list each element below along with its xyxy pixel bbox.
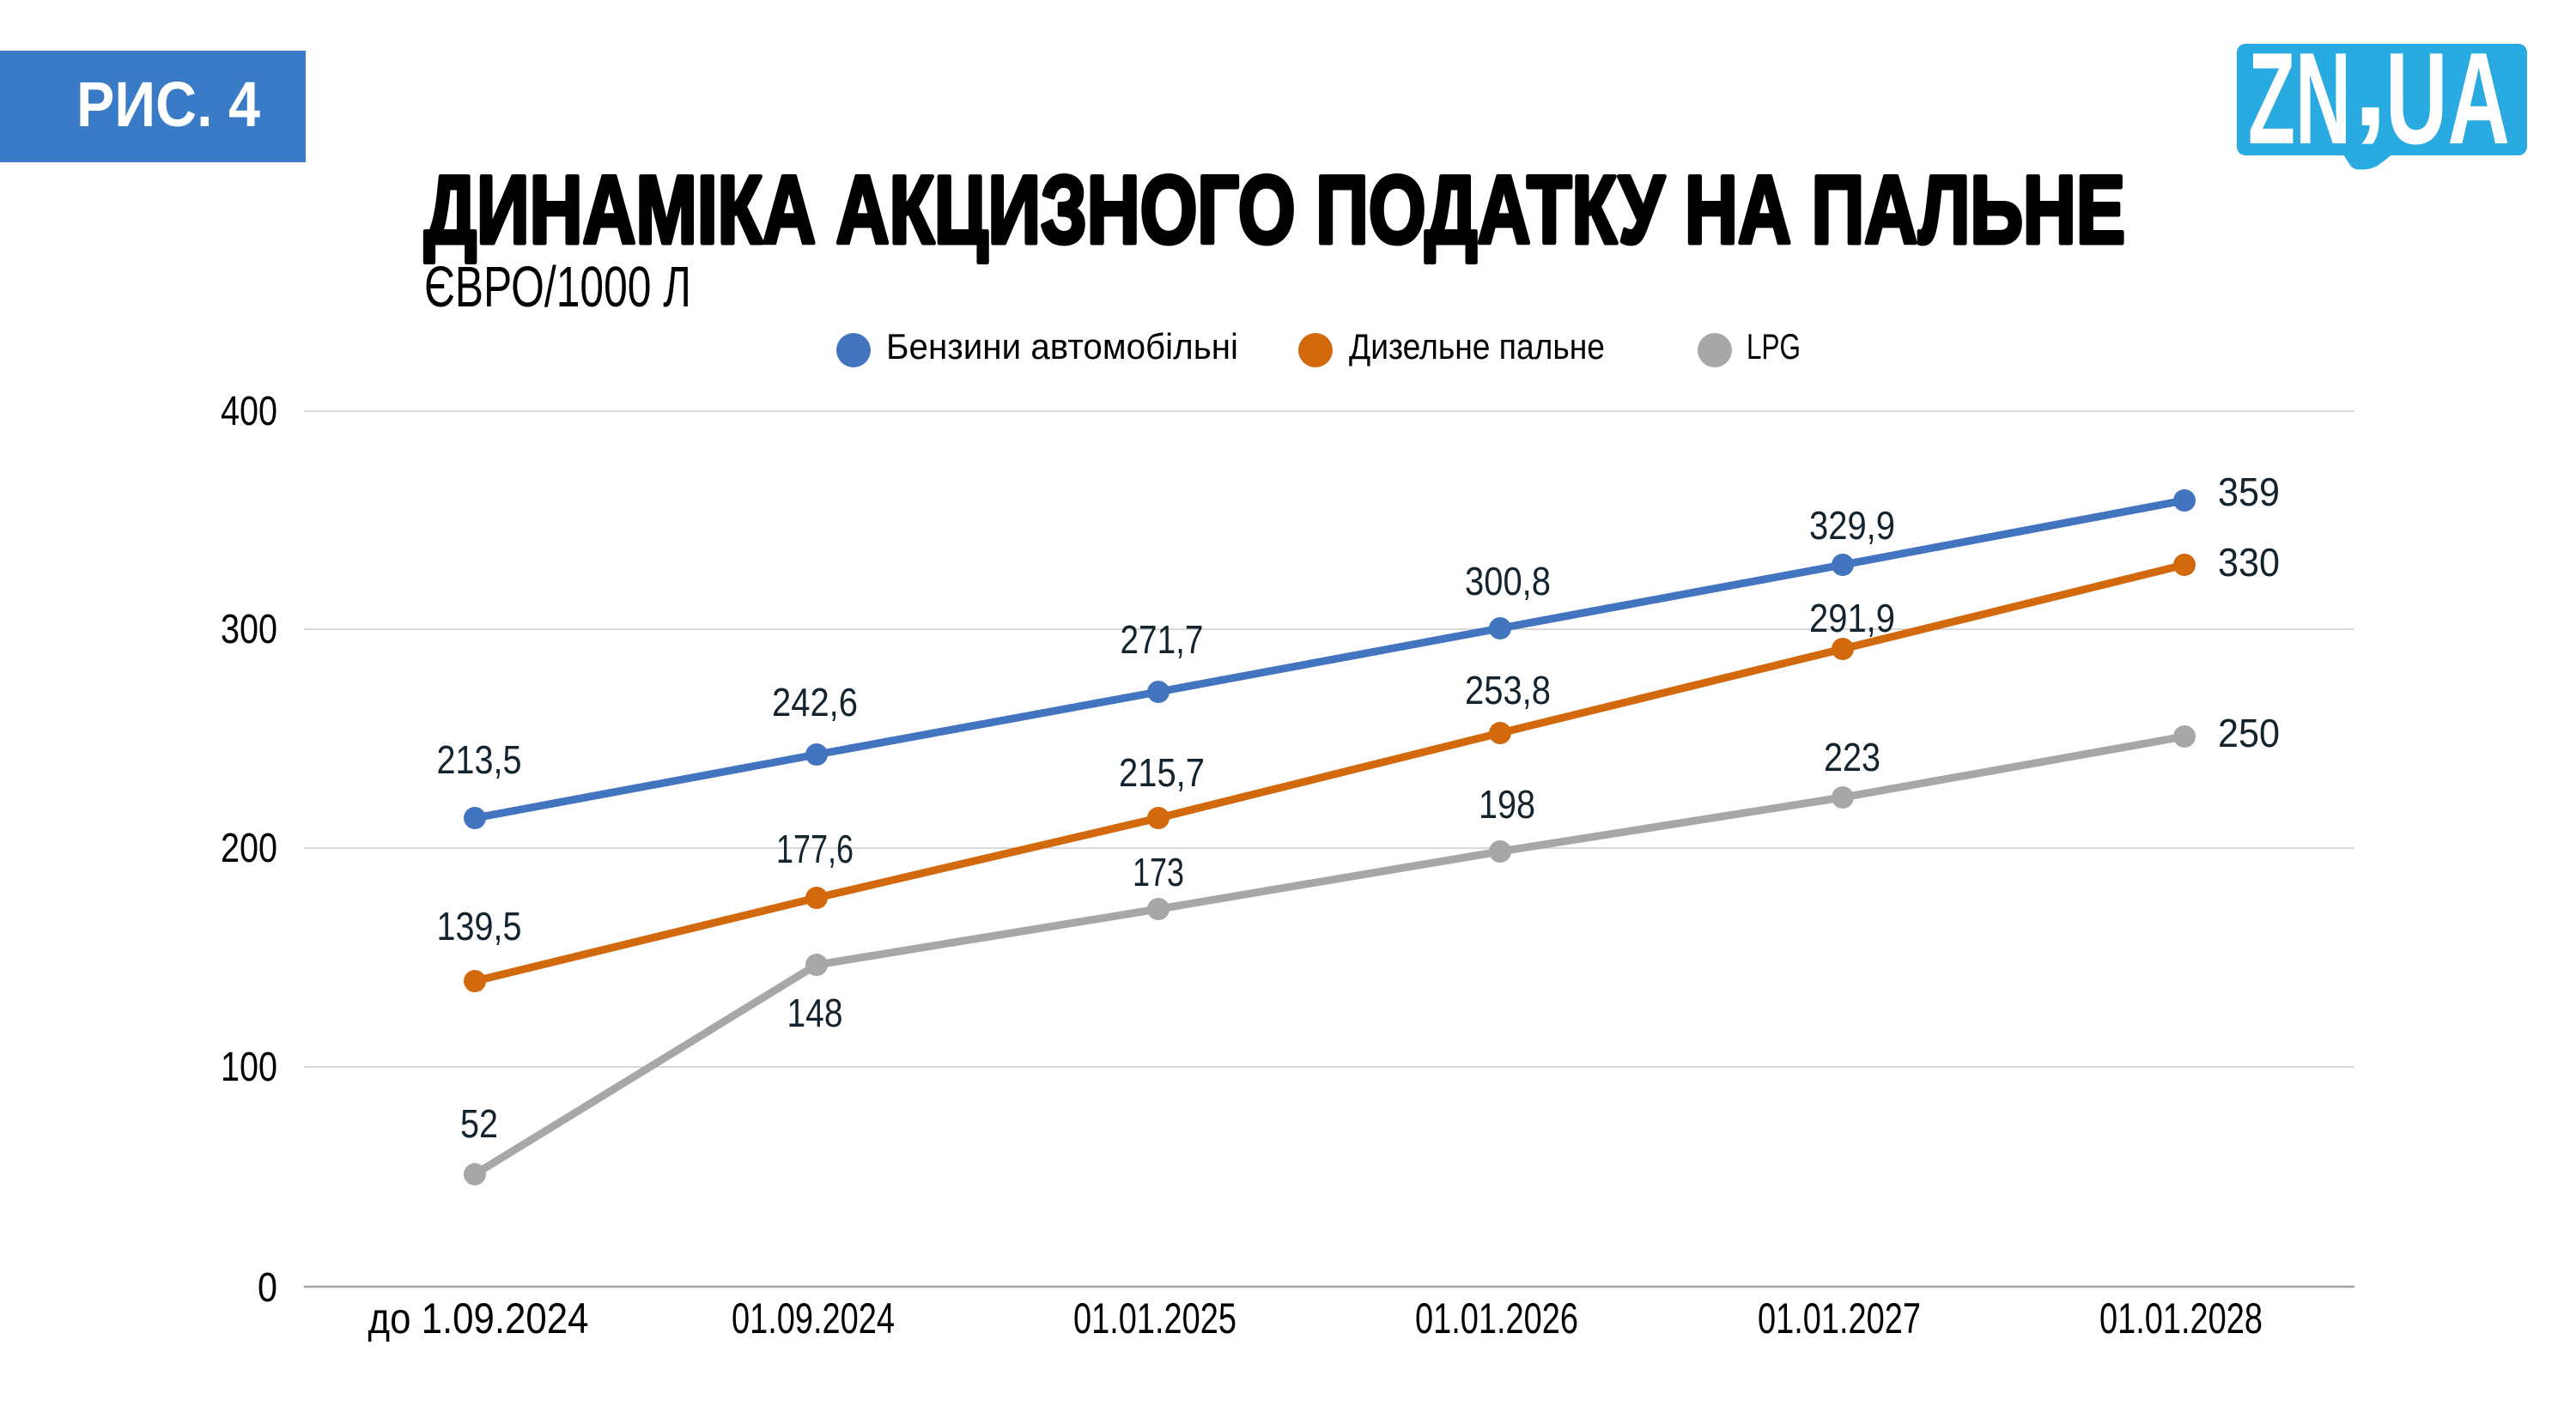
svg-text:291,9: 291,9 bbox=[1809, 596, 1895, 640]
svg-text:0: 0 bbox=[258, 1265, 277, 1311]
svg-text:01.09.2024: 01.09.2024 bbox=[732, 1294, 895, 1342]
svg-text:100: 100 bbox=[221, 1045, 277, 1090]
svg-text:01.01.2026: 01.01.2026 bbox=[1415, 1294, 1578, 1342]
svg-text:ДИНАМІКА АКЦИЗНОГО ПОДАТКУ НА: ДИНАМІКА АКЦИЗНОГО ПОДАТКУ НА ПАЛЬНЕ bbox=[424, 156, 2125, 264]
svg-text:ЄВРО/1000 Л: ЄВРО/1000 Л bbox=[424, 255, 691, 319]
svg-text:до 1.09.2024: до 1.09.2024 bbox=[368, 1294, 589, 1342]
svg-text:173: 173 bbox=[1133, 850, 1184, 894]
svg-text:329,9: 329,9 bbox=[1809, 503, 1895, 548]
svg-text:52: 52 bbox=[460, 1101, 498, 1146]
svg-text:01.01.2027: 01.01.2027 bbox=[1758, 1294, 1921, 1342]
svg-text:,: , bbox=[2354, 16, 2387, 151]
svg-text:ZN: ZN bbox=[2248, 26, 2351, 172]
svg-text:300: 300 bbox=[221, 607, 277, 652]
svg-text:271,7: 271,7 bbox=[1121, 617, 1204, 662]
svg-text:РИС. 4: РИС. 4 bbox=[76, 69, 260, 140]
svg-text:330: 330 bbox=[2218, 540, 2280, 585]
svg-text:400: 400 bbox=[221, 389, 277, 434]
svg-text:UA: UA bbox=[2385, 26, 2510, 172]
svg-text:359: 359 bbox=[2218, 470, 2280, 514]
svg-text:LPG: LPG bbox=[1747, 326, 1801, 367]
svg-text:213,5: 213,5 bbox=[437, 737, 522, 782]
svg-text:250: 250 bbox=[2218, 711, 2280, 755]
svg-text:223: 223 bbox=[1824, 735, 1880, 779]
svg-text:215,7: 215,7 bbox=[1119, 750, 1205, 795]
svg-text:Дизельне пальне: Дизельне пальне bbox=[1349, 326, 1605, 367]
svg-text:148: 148 bbox=[787, 991, 843, 1035]
svg-text:01.01.2028: 01.01.2028 bbox=[2099, 1294, 2263, 1342]
svg-text:Бензини автомобільні: Бензини автомобільні bbox=[886, 326, 1238, 367]
svg-text:300,8: 300,8 bbox=[1465, 559, 1551, 603]
svg-text:01.01.2025: 01.01.2025 bbox=[1073, 1294, 1236, 1342]
svg-text:177,6: 177,6 bbox=[776, 827, 854, 871]
svg-text:242,6: 242,6 bbox=[772, 680, 858, 724]
svg-text:139,5: 139,5 bbox=[437, 904, 522, 948]
svg-text:198: 198 bbox=[1479, 782, 1535, 827]
svg-text:200: 200 bbox=[221, 826, 277, 871]
svg-text:253,8: 253,8 bbox=[1465, 668, 1551, 712]
